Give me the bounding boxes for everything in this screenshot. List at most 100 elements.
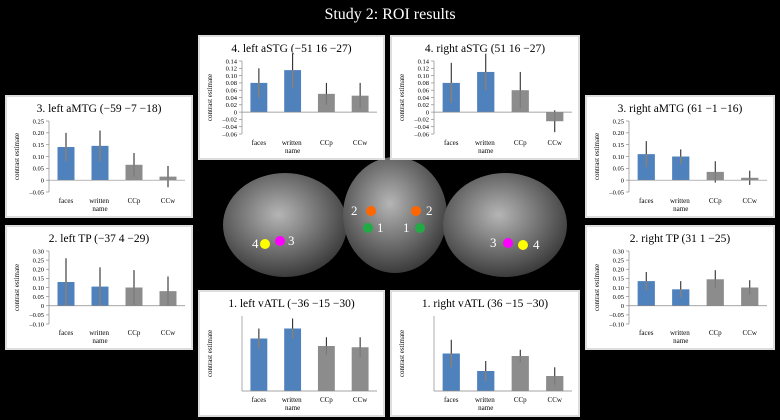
y-tick-label: –0.05 [608,312,624,319]
y-tick-label: 0.20 [613,267,624,274]
roi-label: 1 [377,220,384,235]
x-tick-label: CCp [128,197,141,205]
y-tick-label: 0.10 [613,285,624,292]
x-tick-label: CCp [320,396,333,404]
chart-panel: 3. right aMTG (61 −1 −16) contrast estima… [585,95,775,218]
chart-title: 3. left aMTG (−59 −7 −18) [37,103,162,115]
y-tick-label: 0.10 [33,285,44,292]
chart-title: 2. right TP (31 1 −25) [630,233,731,245]
x-tick-label: CCp [709,329,722,337]
roi-dot [411,206,421,216]
y-tick-label: 0.05 [33,166,44,173]
chart: 3. right aMTG (61 −1 −16) contrast estima… [593,103,767,213]
x-tick-label: CCw [161,329,176,337]
y-tick-label: 0.02 [226,102,237,109]
roi-dot [363,223,373,233]
y-tick-label: 0.10 [33,154,44,161]
x-tick-label: written name [670,197,692,213]
roi-label: 1 [403,220,410,235]
roi-dot [366,206,376,216]
chart-panel: 2. left TP (−37 4 −29) contrast estimate 0… [5,225,193,350]
y-tick-label: 0.05 [613,294,624,301]
x-tick-label: written name [670,329,692,345]
bar [706,279,724,306]
chart-title: 1. right vATL (36 −15 −30) [422,298,548,310]
bar [317,346,335,391]
y-axis-label: contrast estimate [13,133,21,180]
chart-title: 2. left TP (−37 4 −29) [49,233,150,245]
chart-panel: 2. right TP (31 1 −25) contrast estimate 0… [585,225,775,350]
chart: 4. right aSTG (51 16 −27) contrast estima… [398,43,572,155]
y-tick-label: 0.15 [33,276,44,283]
y-tick-label: 0 [621,303,624,310]
right-brain [443,173,567,277]
x-tick-label: written name [475,396,497,412]
x-tick-label: CCp [514,139,527,147]
ventral-brain [343,157,447,273]
y-tick-label: 0.30 [33,248,44,255]
x-tick-label: CCp [128,329,141,337]
y-tick-label: 0.15 [613,142,624,149]
y-axis-label: contrast estimate [206,330,214,377]
x-tick-label: CCw [548,396,563,404]
y-tick-label: 0 [621,177,624,184]
x-tick-label: written name [89,197,111,213]
x-tick-label: CCw [353,139,368,147]
y-tick-label: 0 [234,109,237,116]
bar [91,145,109,181]
figure-title: Study 2: ROI results [324,6,456,23]
x-tick-label: written name [89,329,111,345]
chart: 2. left TP (−37 4 −29) contrast estimate 0… [13,233,185,345]
bar [477,71,495,113]
y-tick-label: 0.05 [33,294,44,301]
y-tick-label: 0.15 [33,142,44,149]
x-tick-label: CCp [320,139,333,147]
bar [511,356,529,391]
roi-label: 4 [252,236,259,251]
y-axis-label: contrast estimate [398,74,406,121]
y-tick-label: –0.05 [608,189,624,196]
y-axis-label: contrast estimate [593,264,601,311]
x-tick-label: faces [639,329,654,337]
x-tick-label: written name [282,396,304,412]
x-tick-label: faces [444,139,459,147]
chart-panel: 1. left vATL (−36 −15 −30) contrast estim… [198,290,385,417]
roi-dot [260,239,270,249]
roi-label: 3 [490,235,497,250]
y-tick-label: –0.10 [28,321,44,328]
y-tick-label: 0.08 [226,80,237,87]
y-tick-label: 0.20 [33,267,44,274]
x-tick-label: CCp [709,197,722,205]
chart-title: 1. left vATL (−36 −15 −30) [228,298,355,310]
chart-title: 4. right aSTG (51 16 −27) [425,43,545,55]
y-tick-label: 0.20 [613,130,624,137]
y-tick-label: 0.14 [226,58,238,65]
bar [57,147,75,181]
chart-panel: 4. left aSTG (−51 16 −27) contrast estima… [198,35,385,160]
y-tick-label: 0.14 [418,58,430,65]
y-tick-label: 0.25 [33,257,44,264]
chart: 4. left aSTG (−51 16 −27) contrast estima… [206,43,377,155]
bar [741,287,759,306]
chart: 1. left vATL (−36 −15 −30) contrast estim… [206,298,377,412]
y-tick-label: 0 [41,303,44,310]
y-tick-label: 0 [41,177,44,184]
x-tick-label: faces [252,139,267,147]
y-tick-label: 0.25 [33,118,44,125]
bar [250,338,268,391]
y-axis-label: contrast estimate [206,74,214,121]
roi-dot [275,236,285,246]
roi-label: 2 [351,203,358,218]
chart-title: 4. left aSTG (−51 16 −27) [231,43,351,55]
left-brain [223,173,347,277]
bar [637,281,655,306]
bar [250,82,268,113]
chart: 1. right vATL (36 −15 −30) contrast estim… [398,298,572,412]
roi-label: 4 [533,237,540,252]
x-tick-label: CCw [548,139,563,147]
bar [672,289,690,306]
y-tick-label: 0.10 [226,73,237,80]
x-tick-label: CCw [743,197,758,205]
y-tick-label: 0.25 [613,118,624,125]
